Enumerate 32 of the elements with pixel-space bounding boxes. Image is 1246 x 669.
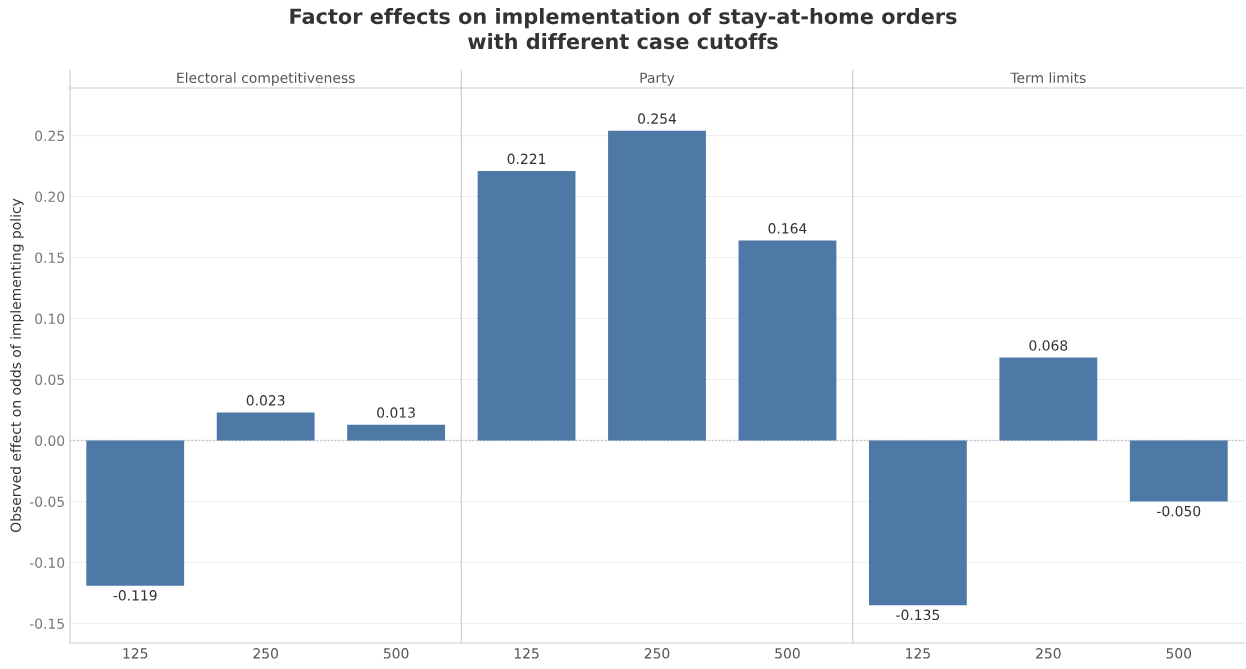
data-label: 0.254 (638, 113, 677, 124)
y-tick-label: -0.10 (29, 557, 65, 568)
y-tick-label: -0.15 (29, 618, 64, 629)
y-tick-label: -0.05 (29, 496, 64, 507)
x-tick-label: 500 (1166, 648, 1192, 659)
x-tick-label: 250 (1036, 648, 1061, 659)
x-tick-label: 250 (253, 648, 278, 659)
data-label: -0.119 (113, 590, 157, 601)
y-tick-label: 0.15 (35, 252, 64, 264)
chart-subtitle: Electoral competitiveness (177, 72, 355, 86)
data-label: -0.135 (896, 609, 940, 621)
y-tick-label: 0.05 (35, 374, 64, 385)
data-label: 0.068 (1029, 340, 1068, 351)
chart-subtitle: Term limits (1010, 72, 1086, 84)
data-label: 0.221 (507, 153, 546, 165)
x-tick-label: 500 (383, 648, 409, 659)
x-tick-label: 125 (906, 648, 930, 659)
y-tick-label: 0.10 (35, 313, 65, 325)
x-tick-label: 500 (775, 648, 800, 659)
data-label: 0.164 (768, 223, 807, 234)
data-label: 0.013 (377, 407, 415, 418)
y-tick-label: 0.20 (35, 191, 65, 203)
y-axis-title: Observed effect on odds of implementing policy (10, 198, 24, 533)
data-label: 0.023 (246, 395, 285, 406)
x-tick-label: 125 (123, 648, 148, 659)
data-label: -0.050 (1157, 505, 1201, 517)
chart-subtitle: Party (640, 72, 675, 86)
x-tick-label: 250 (644, 648, 670, 659)
x-tick-label: 125 (514, 648, 539, 659)
y-tick-label: 0.00 (35, 435, 65, 446)
text: Factor effects on implementation of stay-at-home orders with different case cutoffs (290, 8, 957, 50)
y-tick-label: 0.25 (35, 130, 64, 142)
